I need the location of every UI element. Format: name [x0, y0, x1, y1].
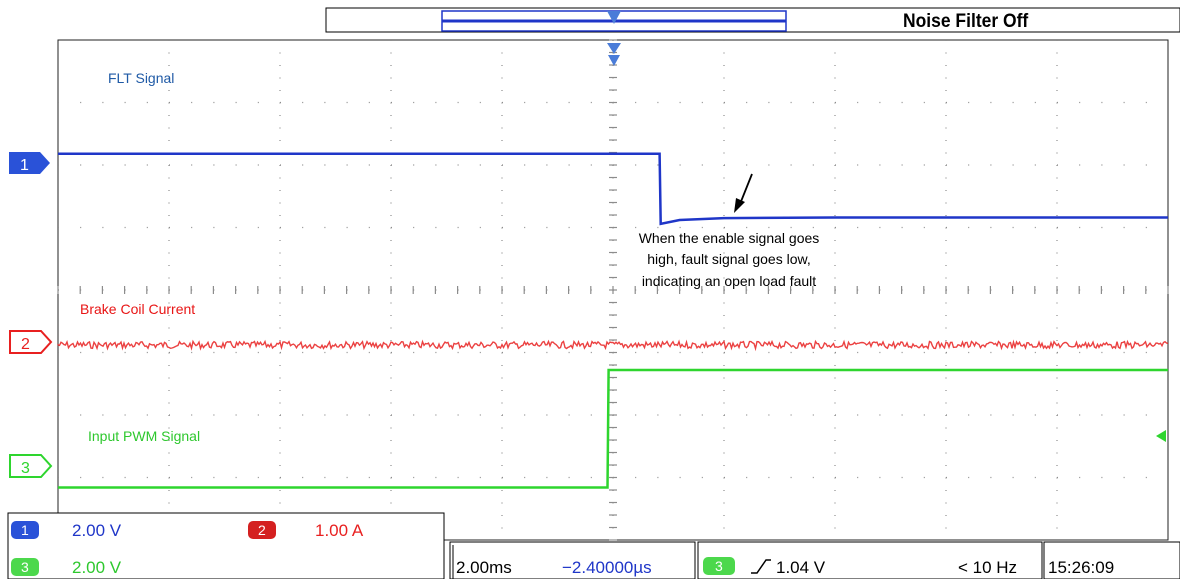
trigger-channel-badge [703, 557, 735, 575]
annotation-line: high, fault signal goes low, [647, 251, 810, 267]
trace-flt-signal [58, 152, 1168, 226]
timebase-panel[interactable] [449, 541, 696, 579]
channel-1-marker[interactable]: 1 [9, 152, 50, 174]
ch2-scale-readout[interactable]: 2 1.00 A [248, 521, 364, 540]
channel-marker-ch1 [9, 152, 50, 174]
rising-edge-icon [751, 559, 771, 574]
ch3-scale: 2.00 V [72, 558, 122, 577]
channel-marker-ch3 [9, 454, 53, 478]
channel-marker-label: 2 [21, 336, 30, 353]
frequency-readout: < 10 Hz [958, 558, 1017, 577]
annotation-line: When the enable signal goes [639, 230, 820, 246]
clock-panel [1043, 541, 1180, 579]
noise-filter-status: Noise Filter Off [903, 9, 1029, 31]
trigger-position-icon [607, 11, 621, 24]
trigger-point-icon [607, 43, 621, 66]
ch2-badge [248, 521, 276, 539]
trigger-level-icon [1156, 430, 1166, 442]
graticule-grid [57, 39, 1169, 541]
channel-marker-label: 3 [21, 460, 30, 477]
clock-readout: 15:26:09 [1048, 558, 1114, 577]
timebase-readout: 2.00ms [456, 558, 512, 577]
trace-input-pwm [58, 368, 1168, 489]
delay-readout: −2.40000µs [562, 558, 652, 577]
arrow-down-icon [734, 198, 745, 213]
ch1-badge [11, 521, 39, 539]
series-label-brake-coil: Brake Coil Current [80, 301, 195, 317]
channel-marker-label: 1 [20, 157, 29, 174]
ch3-badge-label: 3 [21, 559, 29, 575]
channel-marker-ch2 [9, 330, 53, 354]
channel-2-marker[interactable]: 2 [9, 330, 53, 354]
ch1-scale-readout[interactable]: 1 2.00 V [11, 521, 122, 540]
series-label-input-pwm: Input PWM Signal [88, 428, 200, 444]
annotation-line: indicating an open load fault [642, 273, 816, 289]
trace-brake-coil-current [57, 339, 1169, 352]
ch2-badge-label: 2 [258, 522, 266, 538]
annotation-arrow-line [739, 173, 753, 205]
ch3-badge [11, 558, 39, 576]
series-label-flt: FLT Signal [108, 70, 174, 86]
channel-3-marker[interactable]: 3 [9, 454, 53, 478]
trigger-level-readout: 1.04 V [776, 558, 826, 577]
trigger-channel-label: 3 [715, 558, 723, 574]
ch2-scale: 1.00 A [315, 521, 364, 540]
ch1-scale: 2.00 V [72, 521, 122, 540]
channel-scale-panel [7, 512, 445, 579]
ch1-badge-label: 1 [21, 522, 29, 538]
ch3-scale-readout[interactable]: 3 2.00 V [11, 558, 122, 577]
